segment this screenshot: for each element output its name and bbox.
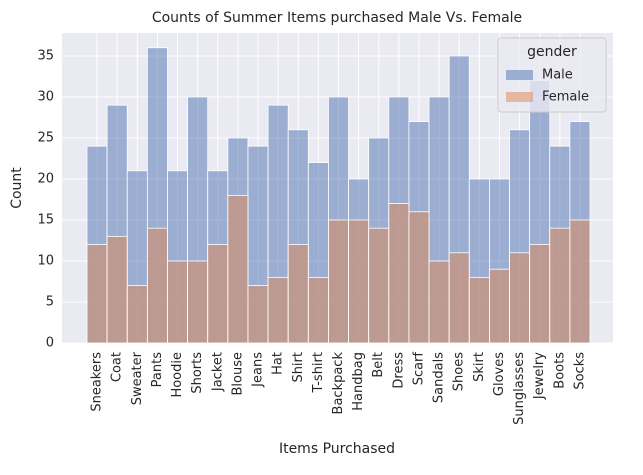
x-tick-label: Blouse: [230, 352, 245, 396]
x-tick-label: Handbag: [351, 352, 366, 411]
x-tick-label: Scarf: [411, 352, 426, 386]
x-tick-label: Pants: [150, 352, 165, 388]
x-tick-label: Shorts: [190, 352, 205, 394]
bar: [167, 260, 188, 344]
x-tick-label: Belt: [371, 352, 386, 378]
legend-title: gender: [527, 44, 577, 60]
bar: [448, 252, 470, 344]
x-tick-label: Boots: [552, 352, 567, 389]
x-tick-label: Shoes: [452, 352, 467, 391]
y-tick-label: 35: [37, 48, 54, 63]
bar: [187, 260, 209, 344]
x-tick-label: Gloves: [492, 352, 507, 396]
bar: [307, 276, 329, 344]
bar: [408, 211, 430, 344]
chart-title: Counts of Summer Items purchased Male Vs…: [152, 10, 522, 26]
legend-label: Male: [542, 68, 573, 83]
bar: [468, 276, 490, 344]
bar: [549, 227, 571, 344]
y-tick-label: 20: [37, 171, 54, 186]
x-tick-label: Skirt: [472, 352, 487, 382]
bar: [86, 244, 108, 344]
bar: [509, 252, 531, 344]
x-tick-label: Sneakers: [90, 352, 105, 412]
bar: [529, 244, 551, 344]
legend-swatch: [506, 92, 533, 102]
x-tick-label: Backpack: [331, 352, 346, 415]
x-tick-label: Hoodie: [170, 352, 185, 398]
x-tick-label: Socks: [572, 352, 587, 390]
y-tick-label: 5: [46, 294, 54, 309]
x-tick-label: Jewelry: [532, 352, 547, 400]
x-tick-label: Shirt: [291, 352, 306, 383]
x-tick-label: T-shirt: [311, 352, 326, 394]
bar: [488, 268, 510, 344]
y-tick-label: 15: [37, 212, 54, 227]
bar: [106, 235, 128, 344]
y-axis-label: Count: [9, 167, 25, 209]
bar: [146, 227, 168, 344]
x-tick-label: Coat: [110, 352, 125, 382]
x-axis-label: Items Purchased: [279, 441, 395, 457]
bar: [569, 219, 591, 344]
legend-swatch: [506, 70, 533, 80]
y-tick-label: 30: [37, 89, 54, 104]
bar: [207, 244, 229, 344]
bar: [428, 260, 450, 344]
bar: [126, 285, 148, 344]
x-tick-label: Dress: [391, 352, 406, 389]
x-tick-label: Jeans: [251, 352, 266, 388]
bar: [267, 276, 289, 344]
y-tick-label: 10: [37, 253, 54, 268]
bar: [348, 219, 370, 344]
bar: [368, 227, 390, 344]
bar: [247, 285, 269, 344]
bar: [227, 194, 249, 344]
bar: [328, 219, 349, 344]
x-tick-label: Hat: [271, 352, 286, 375]
bar: [388, 203, 410, 344]
x-tick-label: Sandals: [432, 352, 447, 403]
x-tick-label: Jacket: [210, 352, 225, 392]
y-tick-label: 0: [46, 336, 54, 351]
x-tick-label: Sunglasses: [512, 352, 527, 425]
x-tick-label: Sweater: [130, 351, 145, 405]
legend-label: Female: [542, 90, 589, 105]
y-tick-label: 25: [37, 130, 54, 145]
bar: [287, 244, 309, 344]
